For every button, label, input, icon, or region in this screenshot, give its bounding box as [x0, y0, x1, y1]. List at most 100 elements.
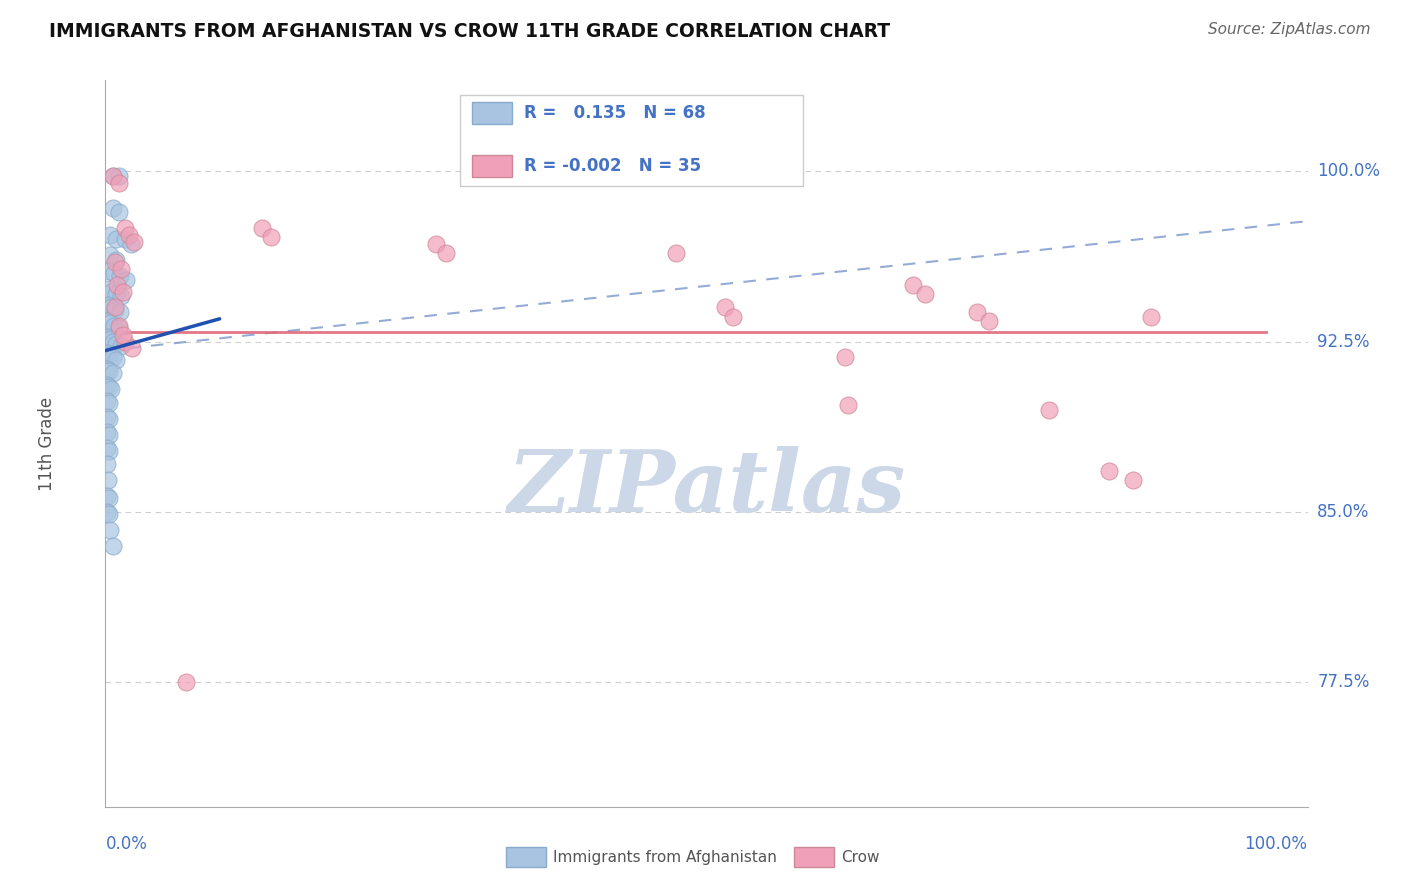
Point — [1122, 473, 1144, 487]
Text: 100.0%: 100.0% — [1317, 162, 1381, 180]
Point — [174, 675, 197, 690]
FancyBboxPatch shape — [460, 95, 803, 186]
Text: 92.5%: 92.5% — [1317, 333, 1369, 351]
Text: 77.5%: 77.5% — [1317, 673, 1369, 691]
Point — [108, 305, 131, 319]
Point — [100, 301, 122, 315]
Point — [110, 289, 132, 303]
Point — [98, 411, 121, 425]
Point — [96, 314, 118, 328]
Point — [96, 361, 118, 376]
Point — [665, 246, 688, 260]
Point — [104, 255, 127, 269]
Text: 11th Grade: 11th Grade — [38, 397, 56, 491]
Point — [97, 473, 120, 487]
Point — [114, 221, 136, 235]
Point — [101, 351, 124, 365]
Point — [110, 339, 132, 353]
Point — [98, 380, 121, 394]
Point — [103, 266, 125, 280]
Point — [97, 282, 120, 296]
Text: IMMIGRANTS FROM AFGHANISTAN VS CROW 11TH GRADE CORRELATION CHART: IMMIGRANTS FROM AFGHANISTAN VS CROW 11TH… — [49, 22, 890, 41]
Point — [108, 268, 131, 283]
Point — [104, 301, 127, 315]
Point — [101, 169, 124, 183]
Point — [115, 273, 138, 287]
Point — [105, 352, 128, 367]
Point — [96, 330, 118, 344]
Point — [1140, 310, 1163, 324]
Point — [260, 230, 283, 244]
Point — [107, 176, 129, 190]
Point — [124, 235, 146, 249]
Point — [96, 442, 118, 456]
Point — [96, 409, 118, 424]
Point — [713, 301, 735, 315]
Point — [434, 246, 457, 260]
Point — [425, 236, 447, 251]
Point — [114, 232, 136, 246]
Text: R =   0.135   N = 68: R = 0.135 N = 68 — [524, 104, 706, 122]
Point — [101, 201, 124, 215]
Point — [121, 342, 143, 356]
Point — [101, 334, 124, 349]
Point — [110, 261, 132, 276]
Point — [98, 491, 121, 506]
Point — [107, 205, 129, 219]
FancyBboxPatch shape — [472, 155, 512, 177]
Point — [112, 327, 135, 342]
Point — [107, 318, 129, 333]
Text: R = -0.002   N = 35: R = -0.002 N = 35 — [524, 157, 702, 175]
Point — [96, 393, 118, 408]
Point — [98, 523, 121, 537]
Text: Source: ZipAtlas.com: Source: ZipAtlas.com — [1208, 22, 1371, 37]
Point — [120, 236, 142, 251]
Point — [105, 286, 128, 301]
Point — [118, 227, 141, 242]
Point — [250, 221, 273, 235]
Point — [1038, 402, 1060, 417]
Point — [98, 264, 121, 278]
Point — [721, 310, 744, 324]
Point — [107, 169, 129, 183]
Point — [98, 227, 121, 242]
Point — [107, 321, 129, 335]
Point — [107, 277, 129, 292]
Point — [98, 396, 121, 410]
Point — [96, 377, 118, 392]
Point — [105, 232, 128, 246]
Point — [100, 285, 122, 299]
FancyBboxPatch shape — [472, 102, 512, 124]
Text: 85.0%: 85.0% — [1317, 503, 1369, 521]
Point — [103, 318, 125, 333]
Point — [112, 285, 135, 299]
Point — [966, 305, 988, 319]
Text: 0.0%: 0.0% — [105, 835, 148, 853]
Point — [114, 334, 136, 349]
Point — [98, 317, 121, 331]
Point — [101, 367, 124, 381]
Point — [98, 364, 121, 378]
Point — [98, 507, 121, 521]
Point — [101, 539, 124, 553]
Point — [101, 169, 124, 183]
Point — [914, 286, 936, 301]
Text: 100.0%: 100.0% — [1244, 835, 1308, 853]
Point — [96, 346, 118, 360]
Text: Immigrants from Afghanistan: Immigrants from Afghanistan — [553, 850, 776, 864]
Point — [98, 248, 121, 262]
Point — [105, 252, 128, 267]
Text: ZIPatlas: ZIPatlas — [508, 446, 905, 529]
Point — [105, 336, 128, 351]
Point — [104, 302, 127, 317]
Point — [97, 298, 120, 312]
Point — [96, 425, 118, 440]
Point — [98, 332, 121, 346]
Text: Crow: Crow — [841, 850, 879, 864]
Point — [837, 398, 859, 412]
Point — [96, 489, 118, 503]
Point — [903, 277, 925, 292]
Point — [100, 382, 122, 396]
Point — [98, 427, 121, 442]
Point — [98, 348, 121, 362]
